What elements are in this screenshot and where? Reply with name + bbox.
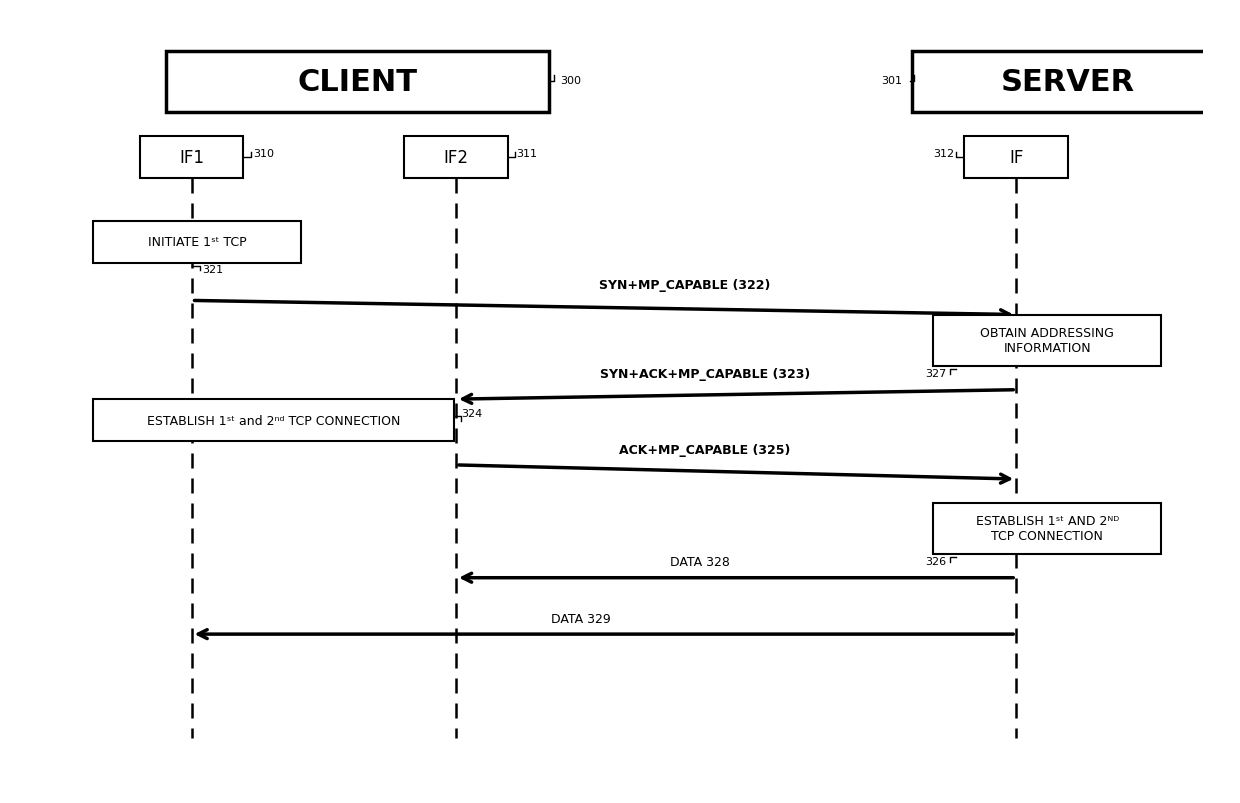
- FancyBboxPatch shape: [166, 52, 549, 113]
- FancyBboxPatch shape: [404, 137, 508, 179]
- Text: SERVER: SERVER: [1001, 68, 1135, 97]
- Text: 312: 312: [934, 149, 955, 159]
- FancyBboxPatch shape: [140, 137, 243, 179]
- Text: INITIATE 1ˢᵗ TCP: INITIATE 1ˢᵗ TCP: [148, 236, 246, 249]
- Text: SYN+MP_CAPABLE (322): SYN+MP_CAPABLE (322): [599, 279, 770, 291]
- Text: ESTABLISH 1ˢᵗ AND 2ᴺᴰ
TCP CONNECTION: ESTABLISH 1ˢᵗ AND 2ᴺᴰ TCP CONNECTION: [976, 515, 1118, 543]
- Text: IF: IF: [1009, 149, 1023, 167]
- Text: IF1: IF1: [179, 149, 205, 167]
- Text: 300: 300: [559, 75, 580, 85]
- Text: 301: 301: [882, 75, 903, 85]
- Text: 321: 321: [202, 265, 223, 275]
- FancyBboxPatch shape: [913, 52, 1224, 113]
- Text: OBTAIN ADDRESSING
INFORMATION: OBTAIN ADDRESSING INFORMATION: [981, 327, 1115, 355]
- Text: DATA 329: DATA 329: [551, 612, 610, 625]
- Text: IF2: IF2: [444, 149, 469, 167]
- Text: ACK+MP_CAPABLE (325): ACK+MP_CAPABLE (325): [619, 443, 791, 456]
- Text: 311: 311: [516, 149, 537, 159]
- Text: DATA 328: DATA 328: [670, 556, 730, 569]
- Text: 326: 326: [925, 556, 946, 566]
- FancyBboxPatch shape: [934, 503, 1162, 555]
- Text: SYN+ACK+MP_CAPABLE (323): SYN+ACK+MP_CAPABLE (323): [600, 368, 810, 381]
- FancyBboxPatch shape: [965, 137, 1068, 179]
- FancyBboxPatch shape: [93, 400, 454, 442]
- Text: 327: 327: [925, 369, 946, 378]
- Text: ESTABLISH 1ˢᵗ and 2ⁿᵈ TCP CONNECTION: ESTABLISH 1ˢᵗ and 2ⁿᵈ TCP CONNECTION: [146, 414, 401, 427]
- Text: CLIENT: CLIENT: [298, 68, 418, 97]
- Text: 324: 324: [461, 409, 482, 418]
- FancyBboxPatch shape: [934, 315, 1162, 367]
- FancyBboxPatch shape: [93, 222, 300, 263]
- Text: 310: 310: [253, 149, 274, 159]
